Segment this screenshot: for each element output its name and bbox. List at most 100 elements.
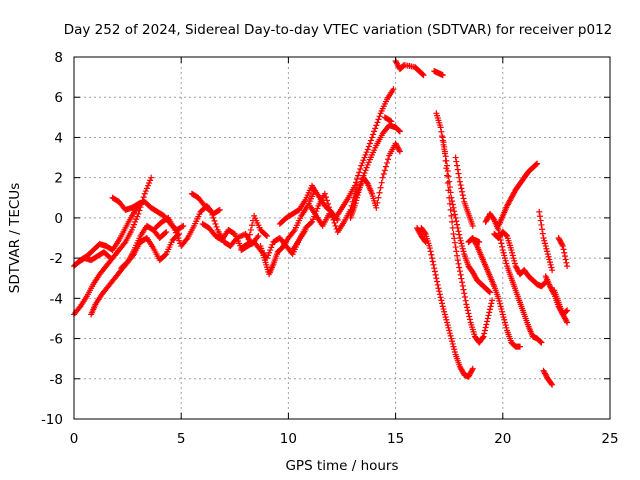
data-point: [503, 260, 510, 267]
data-point: [453, 248, 460, 255]
data-point: [396, 127, 403, 134]
data-point: [431, 268, 438, 275]
data-point: [371, 128, 378, 135]
data-point: [429, 258, 436, 265]
series-arc-22: [452, 154, 476, 229]
data-point: [483, 321, 490, 328]
data-point: [213, 223, 220, 230]
data-point: [458, 240, 465, 247]
data-point: [538, 339, 545, 346]
data-point: [546, 256, 553, 263]
data-point: [146, 180, 153, 187]
data-point: [314, 205, 321, 212]
data-point: [501, 319, 508, 326]
data-point: [247, 226, 254, 233]
data-point: [357, 165, 364, 172]
data-point: [459, 188, 466, 195]
data-point: [323, 197, 330, 204]
data-point: [564, 263, 571, 270]
data-point: [248, 222, 255, 229]
data-point: [135, 210, 142, 217]
data-point: [458, 185, 465, 192]
data-point: [500, 314, 507, 321]
data-point: [461, 290, 468, 297]
data-point: [441, 143, 448, 150]
data-point: [536, 208, 543, 215]
data-point: [365, 143, 372, 150]
series-arc-7: [152, 202, 223, 250]
series-arc-23: [414, 224, 429, 246]
data-point: [445, 324, 452, 331]
data-point: [362, 167, 369, 174]
series-arc-18: [431, 68, 446, 79]
data-point: [208, 208, 215, 215]
data-point: [353, 197, 360, 204]
data-point: [449, 224, 456, 231]
data-point: [561, 253, 568, 260]
data-point: [479, 334, 486, 341]
data-point: [180, 222, 187, 229]
data-point: [456, 264, 463, 271]
data-point: [456, 231, 463, 238]
data-point: [444, 162, 451, 169]
data-point: [129, 224, 136, 231]
y-tick-label: -2: [50, 251, 63, 267]
data-point: [373, 204, 380, 211]
data-point: [388, 118, 395, 125]
data-point: [459, 192, 466, 199]
data-point: [533, 161, 540, 168]
data-point: [365, 159, 372, 166]
data-point: [435, 285, 442, 292]
series-arc-21: [439, 134, 493, 296]
data-point: [444, 319, 451, 326]
data-point: [487, 303, 494, 310]
data-point: [361, 169, 368, 176]
data-point: [443, 157, 450, 164]
data-point: [503, 232, 510, 239]
y-tick-label: 2: [54, 171, 63, 187]
data-point: [564, 307, 571, 314]
data-point: [132, 218, 139, 225]
data-point: [549, 267, 556, 274]
data-point: [459, 279, 466, 286]
data-point: [351, 182, 358, 189]
data-point: [502, 322, 509, 329]
data-point: [372, 125, 379, 132]
data-point: [436, 291, 443, 298]
series-arc-6: [118, 230, 183, 272]
data-point: [499, 243, 506, 250]
data-point: [140, 194, 147, 201]
data-point: [456, 174, 463, 181]
data-point: [163, 228, 170, 235]
data-point: [450, 230, 457, 237]
chart-title: Day 252 of 2024, Sidereal Day-to-day VTE…: [64, 22, 613, 38]
data-point: [495, 295, 502, 302]
data-point: [537, 217, 544, 224]
data-point: [396, 147, 403, 154]
data-point: [262, 231, 269, 238]
data-point: [375, 194, 382, 201]
data-point: [441, 311, 448, 318]
data-point: [441, 148, 448, 155]
data-point: [141, 190, 148, 197]
series-arc-20: [433, 110, 496, 346]
data-point: [370, 131, 377, 138]
series-arc-32: [540, 367, 556, 388]
data-point: [540, 235, 547, 241]
data-point: [448, 212, 455, 219]
data-point: [377, 184, 384, 191]
data-point: [561, 249, 568, 256]
data-point: [486, 288, 493, 295]
data-point: [547, 261, 554, 268]
series-arc-34: [381, 114, 395, 125]
data-point: [325, 200, 332, 207]
data-point: [128, 226, 135, 233]
data-point: [508, 247, 515, 254]
data-point: [451, 348, 458, 355]
data-point: [106, 254, 113, 261]
series-arc-8: [188, 190, 262, 250]
data-point: [147, 177, 154, 184]
data-point: [457, 271, 464, 278]
data-point: [502, 257, 509, 264]
data-point: [498, 306, 505, 313]
